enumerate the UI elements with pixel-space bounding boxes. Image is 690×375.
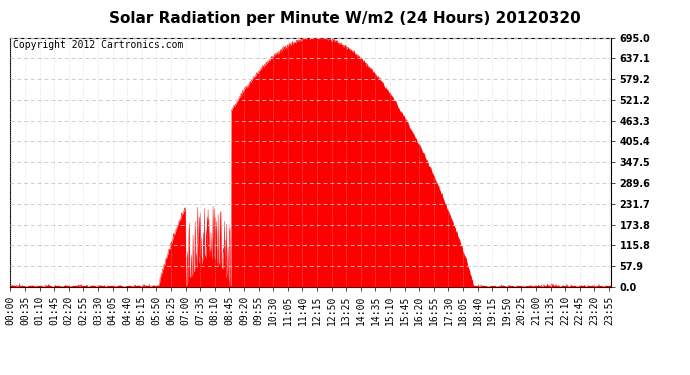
- Text: Copyright 2012 Cartronics.com: Copyright 2012 Cartronics.com: [13, 40, 184, 50]
- Text: Solar Radiation per Minute W/m2 (24 Hours) 20120320: Solar Radiation per Minute W/m2 (24 Hour…: [109, 11, 581, 26]
